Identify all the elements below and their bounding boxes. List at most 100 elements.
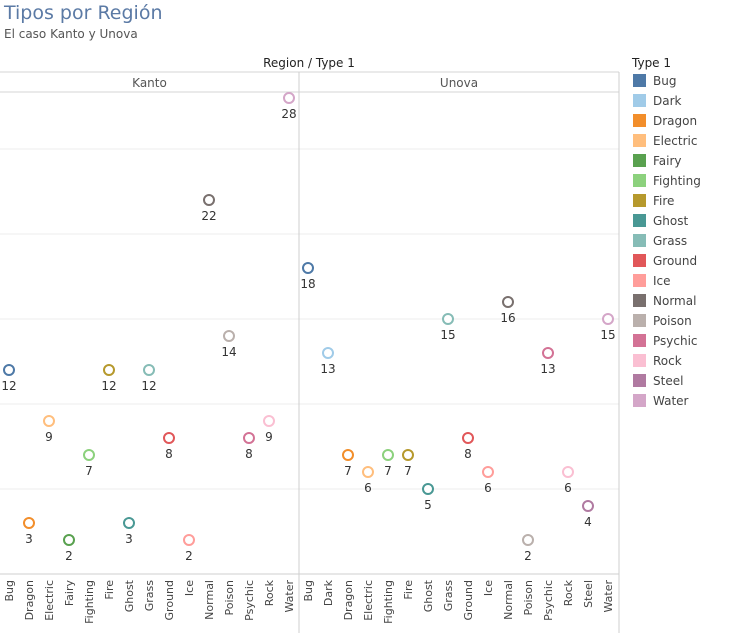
- legend-swatch: [633, 254, 646, 267]
- x-tick-label: Fighting: [382, 580, 395, 624]
- x-tick-label: Ice: [482, 580, 495, 596]
- data-point: [602, 313, 614, 325]
- x-tick-label: Grass: [143, 580, 156, 612]
- data-point: [442, 313, 454, 325]
- legend-item: Ghost: [653, 214, 688, 228]
- data-label: 22: [201, 209, 216, 223]
- data-label: 6: [564, 481, 572, 495]
- data-label: 6: [364, 481, 372, 495]
- x-tick-label: Fire: [402, 580, 415, 600]
- legend-item: Dark: [653, 94, 682, 108]
- x-tick-label: Poison: [522, 580, 535, 615]
- data-point: [103, 364, 115, 376]
- legend-swatch: [633, 214, 646, 227]
- x-tick-label: Steel: [582, 580, 595, 608]
- x-tick-label: Electric: [362, 580, 375, 621]
- legend-swatch: [633, 154, 646, 167]
- data-point: [482, 466, 494, 478]
- x-tick-label: Water: [283, 580, 296, 613]
- legend-item: Poison: [653, 314, 692, 328]
- data-label: 12: [141, 379, 156, 393]
- x-tick-label: Electric: [43, 580, 56, 621]
- legend-swatch: [633, 294, 646, 307]
- data-label: 9: [45, 430, 53, 444]
- data-point: [502, 296, 514, 308]
- x-tick-label: Ice: [183, 580, 196, 596]
- legend-swatch: [633, 334, 646, 347]
- data-label: 14: [221, 345, 236, 359]
- legend-item: Normal: [653, 294, 696, 308]
- legend-swatch: [633, 94, 646, 107]
- data-point: [23, 517, 35, 529]
- x-tick-label: Poison: [223, 580, 236, 615]
- data-label: 18: [300, 277, 315, 291]
- data-label: 8: [165, 447, 173, 461]
- data-point: [283, 92, 295, 104]
- data-point: [223, 330, 235, 342]
- data-label: 7: [404, 464, 412, 478]
- x-tick-label: Ghost: [123, 579, 136, 612]
- panel-label-kanto: Kanto: [132, 76, 167, 90]
- chart-subtitle: El caso Kanto y Unova: [4, 27, 138, 41]
- data-label: 15: [600, 328, 615, 342]
- data-point: [402, 449, 414, 461]
- x-tick-label: Dragon: [342, 580, 355, 620]
- legend-swatch: [633, 74, 646, 87]
- data-point: [522, 534, 534, 546]
- x-tick-label: Water: [602, 580, 615, 613]
- x-tick-label: Bug: [3, 580, 16, 602]
- legend-item: Ice: [653, 274, 671, 288]
- legend-swatch: [633, 114, 646, 127]
- legend-swatch: [633, 274, 646, 287]
- legend-item: Psychic: [653, 334, 698, 348]
- legend-swatch: [633, 134, 646, 147]
- data-label: 3: [125, 532, 133, 546]
- data-label: 28: [281, 107, 296, 121]
- data-point: [582, 500, 594, 512]
- x-tick-label: Ground: [462, 580, 475, 620]
- data-point: [123, 517, 135, 529]
- data-point: [163, 432, 175, 444]
- x-tick-label: Rock: [562, 579, 575, 606]
- legend-item: Fighting: [653, 174, 701, 188]
- legend-title: Type 1: [631, 56, 671, 70]
- data-point: [562, 466, 574, 478]
- legend-swatch: [633, 354, 646, 367]
- x-tick-label: Psychic: [243, 580, 256, 621]
- data-point: [462, 432, 474, 444]
- data-label: 12: [101, 379, 116, 393]
- data-label: 8: [245, 447, 253, 461]
- legend-item: Dragon: [653, 114, 697, 128]
- data-point: [83, 449, 95, 461]
- data-point: [542, 347, 554, 359]
- data-point: [362, 466, 374, 478]
- legend-item: Steel: [653, 374, 683, 388]
- legend-swatch: [633, 394, 646, 407]
- data-point: [382, 449, 394, 461]
- data-label: 2: [524, 549, 532, 563]
- data-label: 16: [500, 311, 515, 325]
- data-label: 13: [540, 362, 555, 376]
- data-label: 13: [320, 362, 335, 376]
- data-point: [3, 364, 15, 376]
- x-tick-label: Normal: [502, 580, 515, 620]
- data-label: 7: [85, 464, 93, 478]
- data-label: 15: [440, 328, 455, 342]
- legend-item: Fire: [653, 194, 674, 208]
- x-tick-label: Dragon: [23, 580, 36, 620]
- legend-swatch: [633, 234, 646, 247]
- data-point: [322, 347, 334, 359]
- x-tick-label: Psychic: [542, 580, 555, 621]
- legend-item: Ground: [653, 254, 697, 268]
- data-point: [143, 364, 155, 376]
- data-label: 5: [424, 498, 432, 512]
- data-label: 9: [265, 430, 273, 444]
- legend-swatch: [633, 374, 646, 387]
- data-label: 7: [384, 464, 392, 478]
- x-tick-label: Rock: [263, 579, 276, 606]
- x-tick-label: Fire: [103, 580, 116, 600]
- data-point: [342, 449, 354, 461]
- chart-title: Tipos por Región: [4, 2, 163, 24]
- data-point: [183, 534, 195, 546]
